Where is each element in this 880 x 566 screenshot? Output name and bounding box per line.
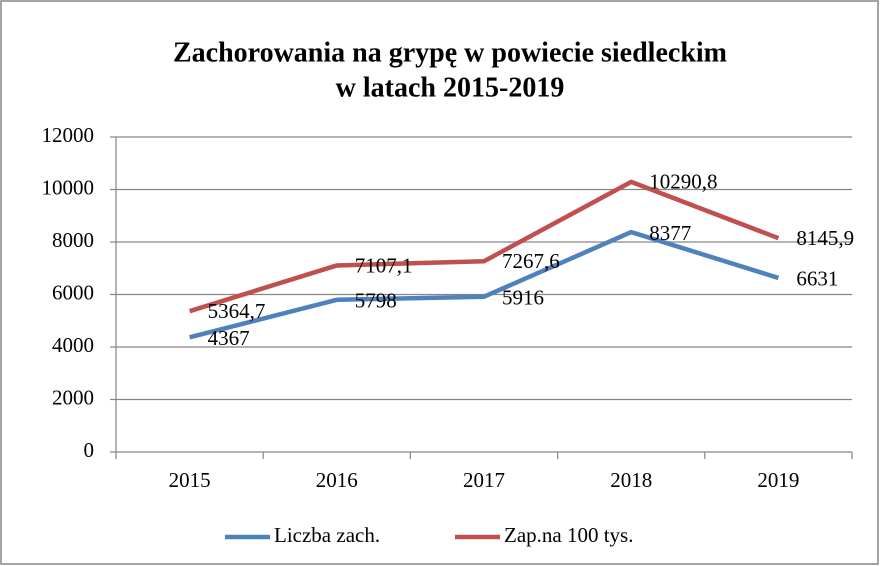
data-label: 5364,7 xyxy=(208,299,266,323)
data-label: 5916 xyxy=(502,286,544,310)
y-tick-label: 12000 xyxy=(42,123,95,147)
legend-label: Liczba zach. xyxy=(274,523,380,547)
x-tick-label: 2015 xyxy=(169,468,211,492)
y-tick-label: 0 xyxy=(84,438,95,462)
chart-title: Zachorowania na grypę w powiecie siedlec… xyxy=(173,37,727,68)
y-tick-label: 8000 xyxy=(52,228,94,252)
data-label: 7107,1 xyxy=(355,253,413,277)
x-tick-label: 2019 xyxy=(757,468,799,492)
x-tick-label: 2017 xyxy=(463,468,505,492)
data-label: 8377 xyxy=(649,221,691,245)
y-tick-label: 6000 xyxy=(52,280,94,304)
data-label: 6631 xyxy=(796,267,838,291)
data-label: 10290,8 xyxy=(649,170,717,194)
data-label: 5798 xyxy=(355,289,397,313)
series-line xyxy=(188,179,780,314)
series-line xyxy=(189,229,780,340)
chart-title: w latach 2015-2019 xyxy=(336,72,565,103)
x-tick-label: 2016 xyxy=(316,468,358,492)
y-tick-label: 4000 xyxy=(52,333,94,357)
legend-label: Zap.na 100 tys. xyxy=(504,523,633,547)
x-tick-label: 2018 xyxy=(610,468,652,492)
y-tick-label: 2000 xyxy=(52,385,94,409)
y-tick-label: 10000 xyxy=(42,175,95,199)
data-label: 4367 xyxy=(208,326,250,350)
data-label: 8145,9 xyxy=(796,226,854,250)
data-label: 7267,6 xyxy=(502,249,560,273)
